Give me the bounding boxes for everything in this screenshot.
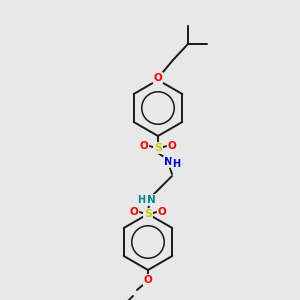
Text: O: O — [158, 207, 166, 217]
Text: N: N — [164, 157, 172, 167]
Text: O: O — [130, 207, 138, 217]
Text: H: H — [172, 159, 180, 169]
Text: S: S — [144, 209, 152, 219]
Text: N: N — [147, 195, 155, 205]
Text: O: O — [154, 73, 162, 83]
Text: O: O — [144, 275, 152, 285]
Text: S: S — [154, 143, 162, 153]
Text: H: H — [137, 195, 145, 205]
Text: O: O — [168, 141, 176, 151]
Text: O: O — [140, 141, 148, 151]
